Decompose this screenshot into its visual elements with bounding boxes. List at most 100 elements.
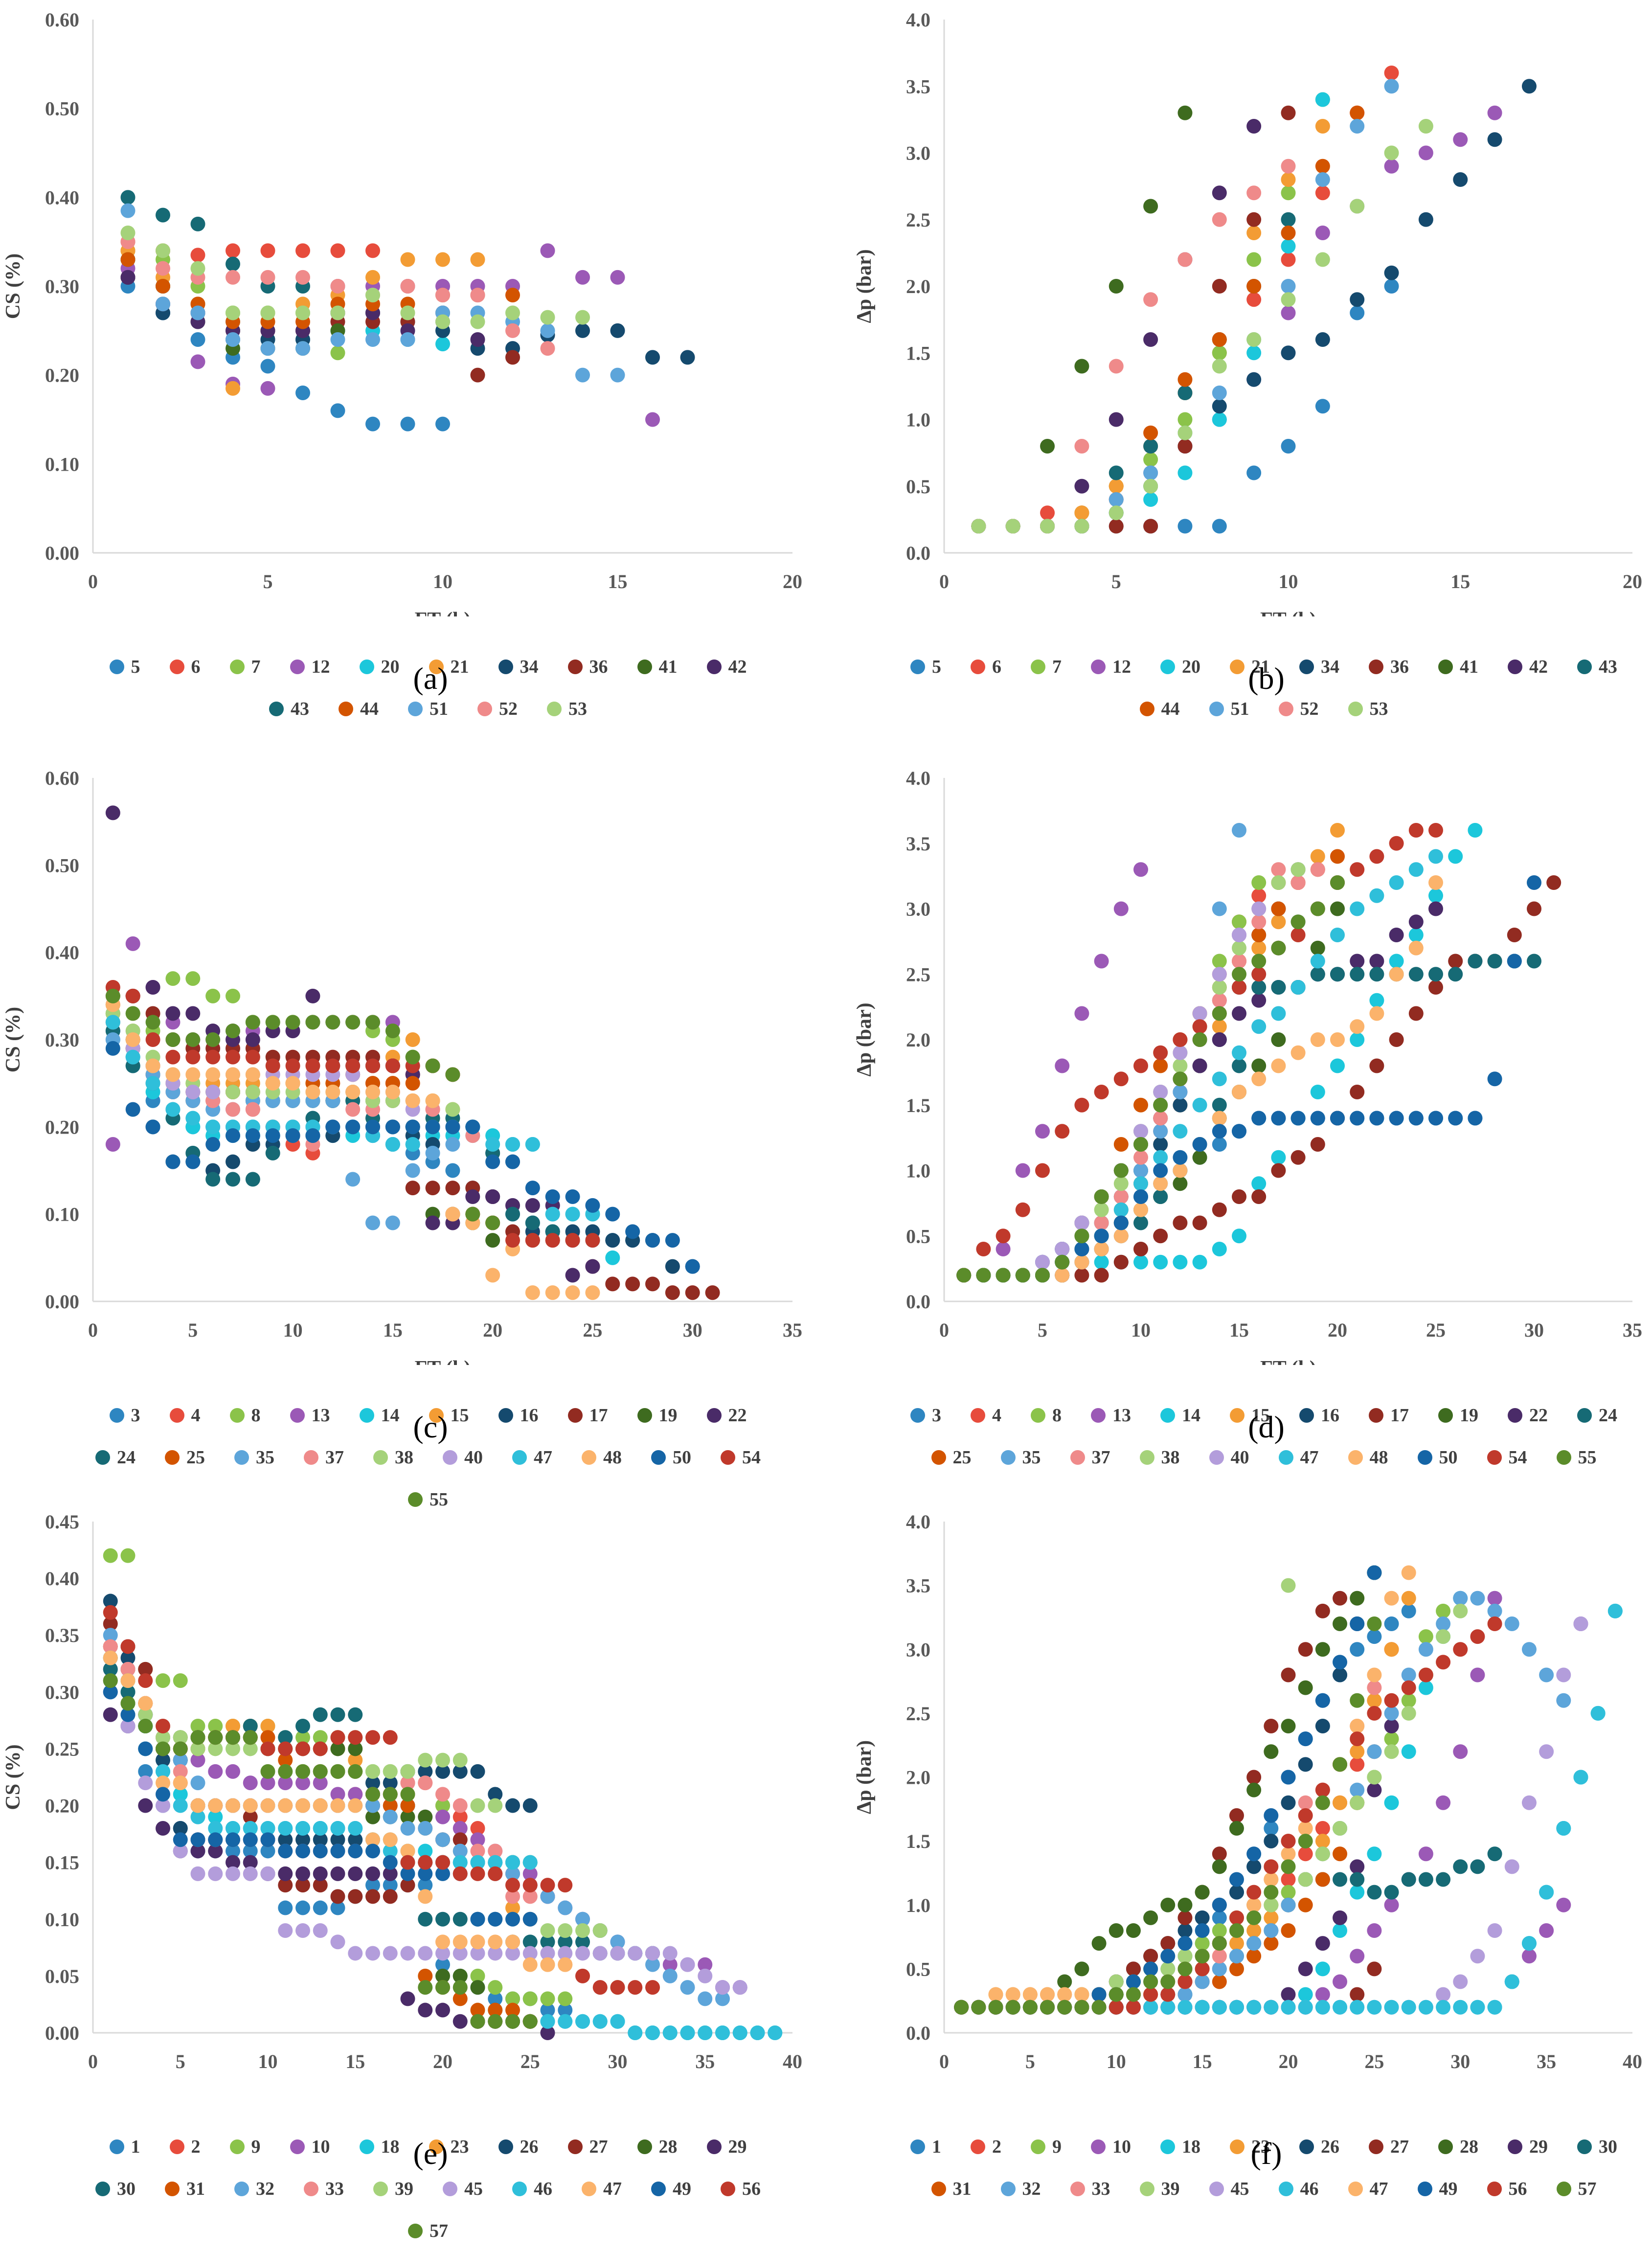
data-point bbox=[1281, 172, 1296, 187]
legend-label: 39 bbox=[1161, 2179, 1180, 2199]
data-point bbox=[205, 1049, 221, 1065]
data-point bbox=[1094, 1189, 1109, 1204]
data-point bbox=[525, 1181, 540, 1196]
data-point bbox=[1143, 465, 1158, 480]
data-point bbox=[1229, 1885, 1244, 1900]
data-point bbox=[205, 1172, 221, 1187]
data-point bbox=[565, 1206, 580, 1222]
data-point bbox=[1177, 412, 1193, 427]
legend-marker-icon bbox=[1348, 2182, 1363, 2196]
legend-item: 9 bbox=[1031, 2126, 1062, 2168]
legend-label: 26 bbox=[520, 2137, 539, 2157]
data-point bbox=[470, 1911, 485, 1927]
data-point bbox=[226, 1128, 240, 1143]
legend-marker-icon bbox=[408, 1492, 423, 1507]
data-point bbox=[245, 1067, 260, 1082]
data-point bbox=[1527, 875, 1541, 890]
data-point bbox=[1074, 1987, 1089, 2002]
data-point bbox=[418, 1843, 433, 1859]
legend-label: 46 bbox=[534, 2179, 552, 2199]
data-point bbox=[625, 1224, 640, 1239]
legend-label: 9 bbox=[1052, 2137, 1062, 2157]
data-point bbox=[330, 1798, 345, 1813]
legend-label: 4 bbox=[191, 1405, 201, 1426]
data-point bbox=[988, 1987, 1003, 2002]
data-point bbox=[453, 1832, 468, 1847]
data-point bbox=[1212, 954, 1227, 969]
data-point bbox=[1298, 2000, 1313, 2015]
data-point bbox=[1126, 1961, 1141, 1977]
legend-label: 4 bbox=[992, 1405, 1001, 1426]
data-point bbox=[485, 1268, 500, 1283]
data-point bbox=[138, 1741, 153, 1756]
data-point bbox=[1246, 332, 1262, 347]
legend-marker-icon bbox=[1031, 660, 1045, 674]
data-point bbox=[105, 1041, 120, 1056]
data-point bbox=[565, 1285, 580, 1300]
legend-item: 49 bbox=[1417, 2168, 1458, 2210]
x-tick-label: 0 bbox=[939, 1319, 949, 1341]
data-point bbox=[1384, 1693, 1399, 1708]
data-point bbox=[1246, 292, 1262, 307]
data-point bbox=[1126, 1923, 1141, 1938]
data-point bbox=[1246, 345, 1262, 361]
series-52 bbox=[971, 159, 1296, 534]
data-point bbox=[470, 314, 485, 329]
data-point bbox=[1315, 1693, 1330, 1708]
data-point bbox=[1367, 1616, 1382, 1631]
legend-item: 52 bbox=[477, 688, 518, 730]
data-point bbox=[103, 1628, 118, 1643]
legend-item: 37 bbox=[304, 1436, 344, 1479]
data-point bbox=[156, 1673, 170, 1688]
series-5 bbox=[120, 279, 450, 432]
data-point bbox=[245, 1102, 260, 1117]
data-point bbox=[345, 1015, 361, 1030]
data-point bbox=[1113, 1176, 1129, 1191]
data-point bbox=[575, 270, 590, 285]
legend-label: 22 bbox=[728, 1405, 747, 1426]
data-point bbox=[205, 988, 221, 1003]
data-point bbox=[245, 1049, 260, 1065]
legend: 5 6 7 12 20 21 34 36 41 42 43 44 51 52 53 bbox=[895, 646, 1632, 730]
y-tick-label: 0.0 bbox=[906, 542, 930, 564]
data-point bbox=[662, 1946, 678, 1961]
data-point bbox=[265, 1145, 280, 1160]
chart-svg: 0.000.100.200.300.400.500.6005101520FT (… bbox=[2, 9, 802, 616]
x-tick-label: 25 bbox=[520, 2050, 540, 2072]
data-point bbox=[1040, 2000, 1055, 2015]
data-point bbox=[1418, 212, 1433, 227]
legend-item: 31 bbox=[931, 2168, 972, 2210]
legend-label: 16 bbox=[520, 1405, 539, 1426]
legend-item: 14 bbox=[359, 1394, 400, 1436]
data-point bbox=[445, 1119, 460, 1135]
data-point bbox=[470, 1866, 485, 1881]
data-point bbox=[1418, 145, 1433, 160]
legend-label: 49 bbox=[1439, 2179, 1458, 2199]
data-point bbox=[488, 2002, 503, 2018]
data-point bbox=[1298, 1795, 1313, 1810]
data-point bbox=[435, 1946, 450, 1961]
data-point bbox=[645, 1233, 660, 1248]
data-point bbox=[1487, 132, 1502, 147]
data-point bbox=[575, 1923, 590, 1938]
data-point bbox=[365, 1775, 380, 1791]
data-point bbox=[705, 1285, 720, 1300]
legend-label: 30 bbox=[117, 2179, 136, 2199]
data-point bbox=[1281, 1719, 1296, 1733]
data-point bbox=[522, 1889, 538, 1904]
data-point bbox=[1143, 439, 1158, 454]
data-point bbox=[1333, 1872, 1348, 1887]
data-point bbox=[1310, 967, 1325, 982]
data-point bbox=[465, 1119, 480, 1135]
data-point bbox=[105, 805, 120, 820]
data-point bbox=[1389, 967, 1404, 982]
data-point bbox=[1229, 1961, 1244, 1977]
data-point bbox=[1271, 1032, 1286, 1047]
data-point bbox=[545, 1285, 560, 1300]
chart-svg: 0.00.51.01.52.02.53.03.54.005101520FT (h… bbox=[853, 9, 1642, 616]
legend-marker-icon bbox=[1417, 1450, 1432, 1465]
data-point bbox=[1330, 901, 1345, 916]
data-point bbox=[610, 323, 625, 338]
data-point bbox=[628, 1980, 643, 1995]
legend-item: 3 bbox=[910, 1394, 941, 1436]
